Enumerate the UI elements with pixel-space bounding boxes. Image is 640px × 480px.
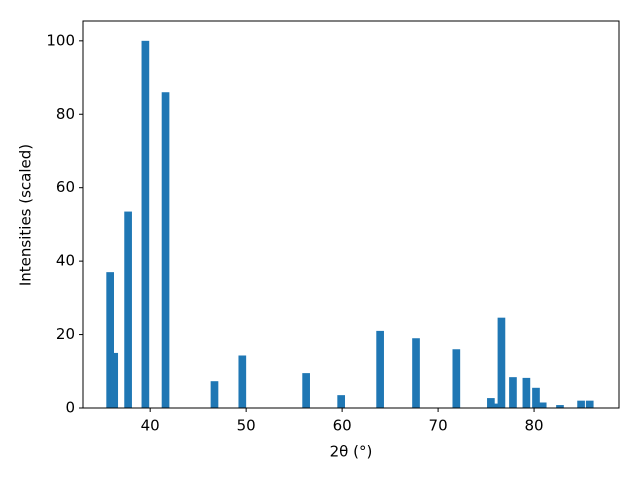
bar bbox=[302, 373, 310, 408]
bar bbox=[110, 352, 119, 408]
bar bbox=[161, 92, 170, 408]
bar bbox=[337, 395, 346, 408]
bar bbox=[491, 403, 500, 408]
x-tick-label: 70 bbox=[429, 417, 448, 435]
x-axis-label: 2θ (°) bbox=[330, 443, 373, 461]
bar bbox=[412, 338, 420, 408]
bar bbox=[538, 402, 547, 408]
bar bbox=[509, 377, 517, 408]
y-axis-label: Intensities (scaled) bbox=[17, 144, 35, 286]
y-tick-label: 80 bbox=[56, 105, 75, 123]
y-tick-label: 100 bbox=[46, 31, 75, 49]
x-tick-label: 60 bbox=[333, 417, 352, 435]
x-tick-label: 80 bbox=[525, 417, 544, 435]
bar bbox=[141, 40, 150, 408]
bar bbox=[532, 387, 540, 408]
bar bbox=[577, 400, 585, 408]
bar bbox=[497, 317, 506, 408]
y-tick-label: 0 bbox=[65, 399, 75, 417]
bar bbox=[585, 400, 594, 408]
bar bbox=[376, 330, 384, 408]
y-tick-label: 60 bbox=[56, 178, 75, 196]
bar bbox=[487, 398, 495, 408]
bar bbox=[238, 355, 247, 408]
bar bbox=[124, 211, 132, 408]
bar bbox=[210, 381, 219, 408]
bar bbox=[522, 377, 531, 408]
bar bbox=[452, 349, 461, 408]
y-tick-label: 20 bbox=[56, 325, 75, 343]
bar bbox=[106, 272, 114, 408]
x-tick-label: 40 bbox=[141, 417, 160, 435]
x-tick-label: 50 bbox=[237, 417, 256, 435]
y-tick-label: 40 bbox=[56, 252, 75, 270]
bar bbox=[556, 405, 564, 408]
plot-frame bbox=[82, 20, 620, 409]
